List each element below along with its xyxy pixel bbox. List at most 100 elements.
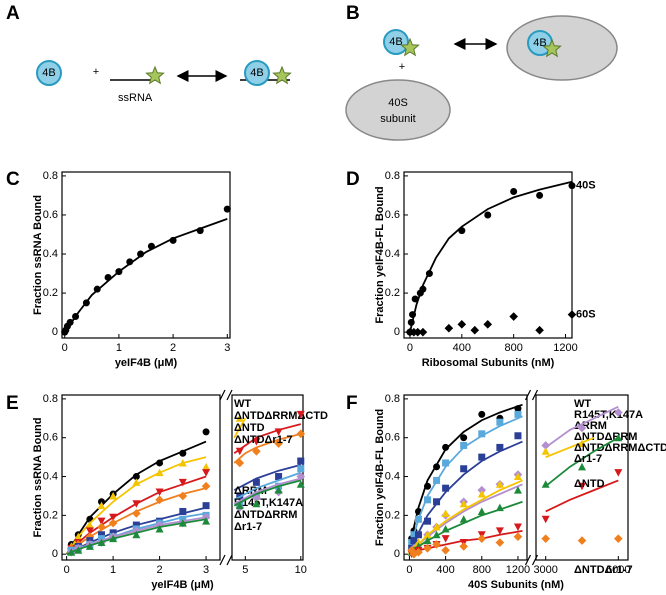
axis-break — [524, 389, 532, 401]
point — [72, 313, 80, 321]
x-axis-label: Ribosomal Subunits (nM) — [422, 357, 555, 369]
panel-label: A — [6, 3, 20, 24]
point — [578, 482, 586, 491]
point — [541, 447, 550, 455]
legend-label: Δr1-7 — [234, 521, 262, 533]
point — [432, 540, 441, 549]
point — [510, 188, 518, 196]
rna-label: ssRNA — [118, 92, 153, 104]
y-tick-label: 0.2 — [43, 509, 58, 521]
protein-label: 4B — [389, 36, 402, 48]
point — [252, 493, 261, 503]
point — [235, 447, 244, 456]
point — [252, 478, 260, 486]
point — [513, 472, 522, 481]
y-tick-label: 0 — [394, 548, 400, 560]
x-tick-label: 0 — [406, 564, 412, 576]
point — [419, 285, 427, 293]
x-axis-label: yeIF4B (μM) — [151, 579, 214, 591]
point — [478, 430, 486, 438]
point — [509, 312, 518, 321]
legend-label: ΔNTDΔr1-7 — [234, 434, 293, 446]
point — [478, 410, 486, 418]
legend-label: 60S — [576, 308, 596, 320]
point — [66, 318, 74, 326]
point — [541, 480, 550, 488]
panel-label: F — [346, 393, 358, 414]
point — [432, 530, 441, 539]
panel-label: B — [346, 3, 360, 24]
point — [578, 462, 586, 471]
legend-label: ΔNTD — [234, 422, 265, 434]
point — [414, 515, 422, 523]
point — [178, 491, 188, 501]
point — [274, 486, 283, 494]
point — [132, 521, 140, 529]
point — [413, 327, 423, 337]
point — [433, 463, 441, 471]
point — [457, 320, 467, 329]
point — [252, 446, 261, 456]
legend-label: WT — [234, 398, 251, 410]
point — [201, 481, 211, 491]
point — [409, 311, 417, 319]
point — [85, 542, 94, 550]
diagram-b: 4B + 40S subunit 4B — [345, 15, 618, 141]
point — [432, 523, 441, 531]
point — [274, 439, 283, 448]
point — [578, 439, 586, 448]
point — [97, 501, 106, 510]
point — [297, 457, 305, 465]
y-tick-label: 0.8 — [43, 393, 58, 405]
point — [202, 502, 210, 510]
point — [155, 488, 164, 497]
point — [98, 531, 105, 539]
point — [541, 534, 550, 543]
y-tick-label: 0.2 — [385, 287, 400, 299]
point — [444, 323, 454, 333]
point — [155, 495, 164, 505]
y-tick-label: 0.6 — [43, 209, 58, 221]
point — [484, 211, 492, 219]
point — [274, 428, 283, 436]
protein-label: 4B — [250, 67, 263, 79]
x-tick-label: 10 — [295, 564, 307, 576]
x-axis-label: 40S Subunits (nM) — [468, 579, 564, 591]
y-tick-label: 0 — [52, 548, 58, 560]
point — [477, 534, 487, 543]
point — [433, 498, 441, 506]
point — [441, 535, 450, 543]
point — [109, 534, 118, 543]
point — [109, 491, 118, 500]
point — [297, 465, 305, 473]
axis-frame — [61, 394, 221, 561]
point — [514, 410, 522, 418]
panel-label: C — [6, 169, 20, 190]
x-tick-label: 0 — [407, 342, 413, 354]
point — [577, 423, 587, 433]
plus: + — [399, 61, 405, 73]
point — [296, 429, 306, 439]
point — [567, 310, 577, 319]
point — [577, 536, 587, 545]
point — [296, 480, 305, 488]
fit-curve — [409, 479, 619, 556]
y-axis-label: Fraction yeIF4B-FL Bound — [374, 186, 386, 323]
point — [93, 285, 101, 293]
point — [477, 490, 486, 498]
x-tick-label: 6000 — [606, 564, 630, 576]
point — [442, 443, 450, 451]
point — [514, 432, 522, 440]
point — [137, 250, 145, 258]
y-tick-label: 0.4 — [43, 248, 58, 260]
label-star — [145, 66, 165, 84]
point — [458, 227, 466, 235]
x-tick-label: 1200 — [553, 342, 577, 354]
point — [202, 462, 211, 471]
ribosome-label: subunit — [380, 113, 415, 125]
axis-break — [226, 554, 233, 566]
x-tick-label: 400 — [453, 342, 471, 354]
y-tick-label: 0 — [394, 326, 400, 338]
point — [541, 515, 550, 524]
legend-label: R145T,K147A — [574, 409, 643, 421]
